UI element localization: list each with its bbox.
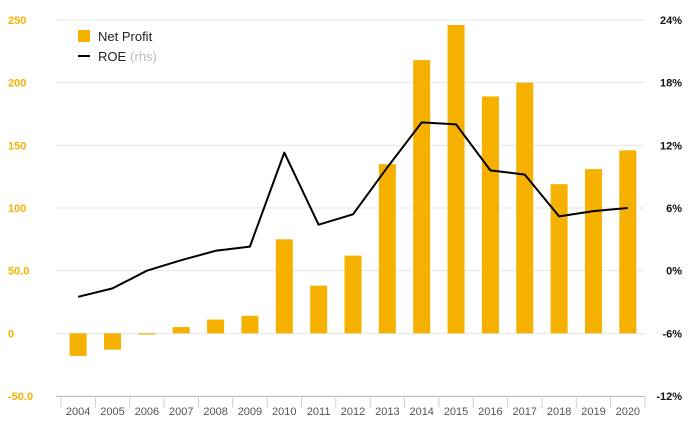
y-right-tick-label: -12%	[656, 391, 682, 403]
y-right-tick-label: -6%	[662, 328, 682, 340]
x-axis: 2004 2005 2006 2007 2008 2009 2010 2011 2012 2013…	[56, 396, 646, 418]
legend-line-swatch	[78, 55, 90, 57]
line-series	[77, 121, 628, 298]
x-tick-label: 2009	[238, 406, 262, 418]
bar-2018	[550, 184, 568, 334]
legend-item-net-profit: Net Profit	[78, 26, 157, 46]
y-left-tick-label: 250	[8, 15, 26, 27]
y-right-tick-label: 18%	[660, 78, 682, 90]
x-tick-label: 2012	[341, 406, 365, 418]
x-tick-label: 2008	[203, 406, 227, 418]
bar-2008	[207, 319, 225, 334]
legend-line-label: ROE	[98, 48, 127, 64]
legend-bar-swatch	[78, 30, 90, 42]
bar-2012	[344, 255, 362, 334]
bar-2010	[275, 239, 293, 334]
bar-series	[69, 25, 637, 356]
x-tick-label: 2020	[616, 406, 640, 418]
bar-2016	[481, 96, 499, 334]
bar-2005	[104, 333, 122, 350]
y-right-tick-label: 12%	[660, 140, 682, 152]
bar-2004	[69, 333, 87, 356]
legend: Net Profit ROE (rhs)	[78, 26, 157, 66]
y-left-tick-label: -50.0	[8, 391, 33, 403]
y-left-tick-label: 0	[8, 328, 14, 340]
bar-2014	[413, 60, 431, 334]
x-tick-label: 2019	[581, 406, 605, 418]
y-right-tick-label: 6%	[666, 203, 682, 215]
y-axis-right: 24% 18% 12% 6% 0% -6% -12%	[656, 15, 682, 403]
x-tick-label: 2014	[409, 406, 433, 418]
x-tick-label: 2011	[307, 406, 331, 418]
bar-2015	[447, 25, 465, 334]
bar-2020	[619, 150, 637, 334]
bar-2013	[378, 164, 396, 334]
legend-line-note: (rhs)	[130, 48, 157, 64]
x-tick-label: 2015	[444, 406, 468, 418]
x-tick-label: 2010	[272, 406, 296, 418]
y-right-tick-label: 24%	[660, 15, 682, 27]
x-tick-label: 2017	[513, 406, 537, 418]
x-tick-label: 2007	[169, 406, 193, 418]
bar-2009	[241, 315, 259, 334]
x-tick-label: 2013	[375, 406, 399, 418]
x-tick-label: 2018	[547, 406, 571, 418]
x-tick-label: 2006	[135, 406, 159, 418]
x-tick-label: 2005	[100, 406, 124, 418]
x-tick-label: 2004	[66, 406, 90, 418]
bar-2006	[138, 333, 156, 335]
y-right-tick-label: 0%	[666, 266, 682, 278]
y-axis-left: 250 200 150 100 50.0 0 -50.0	[8, 15, 33, 403]
y-left-tick-label: 200	[8, 78, 26, 90]
y-left-tick-label: 50.0	[8, 266, 29, 278]
legend-bar-label: Net Profit	[98, 28, 153, 44]
y-left-tick-label: 100	[8, 203, 26, 215]
bar-2011	[310, 285, 328, 334]
bar-2017	[516, 82, 534, 334]
y-left-tick-label: 150	[8, 140, 26, 152]
x-tick-label: 2016	[478, 406, 502, 418]
bar-2019	[584, 169, 602, 334]
bar-2007	[172, 327, 190, 334]
legend-item-roe: ROE (rhs)	[78, 46, 157, 66]
